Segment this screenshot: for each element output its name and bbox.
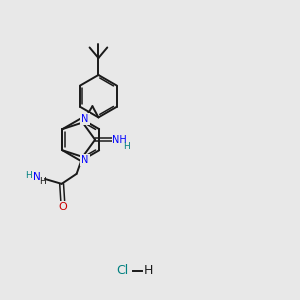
Text: H: H [26,171,32,180]
Text: NH: NH [112,135,127,145]
Text: N: N [33,172,41,182]
Text: N: N [81,114,89,124]
Text: H: H [39,177,46,186]
Text: O: O [59,202,68,212]
Text: H: H [144,264,153,277]
Text: Cl: Cl [116,264,128,277]
Text: H: H [123,142,129,151]
Text: N: N [82,155,89,165]
Text: N: N [81,155,89,165]
Text: N: N [81,114,89,124]
